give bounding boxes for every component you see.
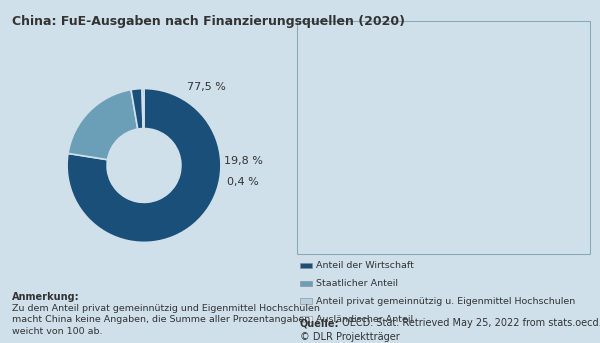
Text: 77,5 %: 77,5 % [187,82,226,93]
Text: © DLR Projektträger: © DLR Projektträger [300,332,400,342]
Text: 19,8 %: 19,8 % [224,156,263,166]
Text: Zu dem Anteil privat gemeinnützig und Eigenmittel Hochschulen
macht China keine : Zu dem Anteil privat gemeinnützig und Ei… [12,304,320,336]
Text: 0,4 %: 0,4 % [227,177,259,188]
Wedge shape [398,89,497,201]
Wedge shape [385,105,419,181]
Wedge shape [402,95,427,122]
Text: 23,8 %: 23,8 % [498,121,534,131]
Wedge shape [68,90,138,160]
Wedge shape [416,89,441,117]
Title: OECD-Gesamt (2019): OECD-Gesamt (2019) [367,26,515,39]
Text: Quelle:: Quelle: [300,318,340,328]
Wedge shape [131,88,143,129]
Text: China: FuE-Ausgaben nach Finanzierungsquellen (2020): China: FuE-Ausgaben nach Finanzierungsqu… [12,15,405,28]
Text: Anteil privat gemeinnützig u. Eigenmittel Hochschulen: Anteil privat gemeinnützig u. Eigenmitte… [316,297,575,306]
Text: 5,0 %: 5,0 % [503,140,533,150]
Text: Anteil der Wirtschaft: Anteil der Wirtschaft [316,261,414,270]
Wedge shape [67,88,221,243]
Text: 7,3 %: 7,3 % [503,148,533,158]
Wedge shape [142,88,144,129]
Text: 63,8 %: 63,8 % [464,74,500,84]
Text: Anmerkung:: Anmerkung: [12,292,80,302]
Text: OECD. Stat. Retrieved May 25, 2022 from stats.oecd.org: OECD. Stat. Retrieved May 25, 2022 from … [339,318,600,328]
Text: Staatlicher Anteil: Staatlicher Anteil [316,279,398,288]
Text: Ausländischer Anteil: Ausländischer Anteil [316,315,413,324]
